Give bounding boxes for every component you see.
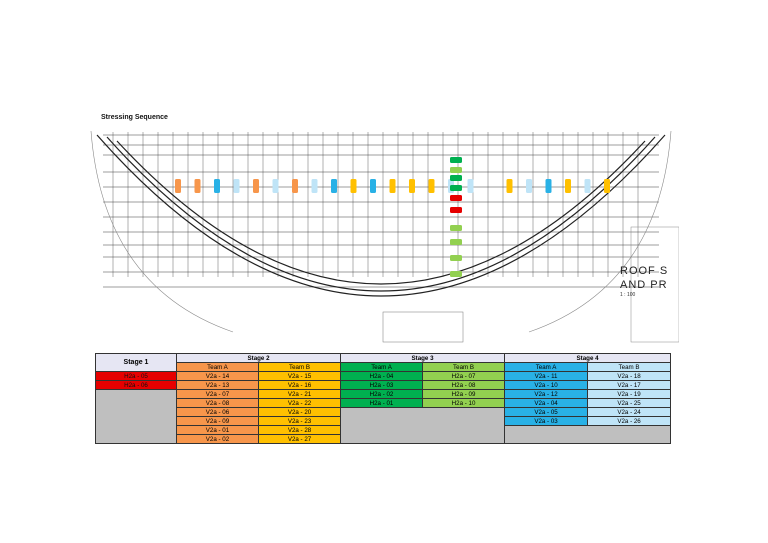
stage4-team-a-cell: V2a - 05	[504, 407, 589, 417]
stage4-header: Stage 4	[504, 353, 672, 363]
stage2-team-b-header: Team B	[257, 362, 342, 372]
stage3-empty	[340, 407, 506, 444]
stage3-team-b-header: Team B	[422, 362, 506, 372]
tendon-marker	[584, 179, 591, 193]
stage3-team-b-cell: H2a - 07	[422, 371, 506, 381]
stage2-team-b-cell: V2a - 16	[257, 380, 342, 390]
tendon-marker	[545, 179, 552, 193]
tendon-marker	[428, 179, 435, 193]
horizontal-tendon-marker	[450, 175, 462, 181]
roof-label-line2: AND PR	[620, 279, 668, 291]
stage4-team-a-cell: V2a - 04	[504, 398, 589, 408]
stage3-header: Stage 3	[340, 353, 506, 363]
roof-perimeter-arcs	[90, 130, 679, 343]
stage4-team-b-cell: V2a - 18	[587, 371, 672, 381]
stage2-team-a-cell: V2a - 02	[176, 434, 259, 444]
roof-perimeter-arc	[106, 136, 656, 292]
roof-label-line1: ROOF S	[620, 265, 669, 277]
stressing-sequence-table: Stage 1 Stage 2 Stage 3 Stage 4 Team A Team B…	[95, 353, 672, 444]
tendon-marker	[175, 179, 181, 193]
horizontal-tendon-marker	[450, 239, 462, 245]
tendon-marker	[526, 179, 532, 193]
stage4-team-a-cell: V2a - 12	[504, 389, 589, 399]
tendon-marker	[467, 179, 474, 193]
stage4-team-b-cell: V2a - 19	[587, 389, 672, 399]
stage2-team-a-cell: V2a - 14	[176, 371, 259, 381]
stage2-team-a-cell: V2a - 09	[176, 416, 259, 426]
stage2-team-b-cell: V2a - 22	[257, 398, 342, 408]
outer-boundary-arc	[90, 130, 234, 333]
roof-scale: 1 : 100	[620, 292, 636, 298]
tendon-marker	[565, 179, 571, 193]
stage2-team-b-cell: V2a - 23	[257, 416, 342, 426]
horizontal-tendon-marker	[450, 167, 462, 173]
stage2-team-b-cell: V2a - 27	[257, 434, 342, 444]
stage3-team-b-cell: H2a - 10	[422, 398, 506, 408]
stage2-team-a-cell: V2a - 01	[176, 425, 259, 435]
stage2-team-b-cell: V2a - 28	[257, 425, 342, 435]
stage3-team-a-cell: H2a - 01	[340, 398, 424, 408]
stage4-team-a-cell: V2a - 03	[504, 416, 589, 426]
tendon-marker	[409, 179, 415, 193]
stage3-team-a-header: Team A	[340, 362, 424, 372]
tendon-marker	[506, 179, 513, 193]
outer-boundary-arc	[528, 130, 672, 333]
stage2-team-a-cell: V2a - 06	[176, 407, 259, 417]
tendon-marker	[604, 179, 610, 193]
stage1-cell: H2a - 05	[95, 371, 177, 381]
entrance-block	[382, 311, 464, 343]
stage4-team-a-cell: V2a - 10	[504, 380, 589, 390]
roof-perimeter-arc	[96, 134, 666, 297]
roof-perimeter-arc	[116, 140, 646, 285]
stage4-team-a-header: Team A	[504, 362, 589, 372]
tendon-marker	[253, 179, 259, 193]
stage4-team-b-cell: V2a - 24	[587, 407, 672, 417]
tendon-marker	[311, 179, 318, 193]
stage3-team-b-cell: H2a - 08	[422, 380, 506, 390]
horizontal-tendon-marker	[450, 185, 462, 191]
horizontal-tendon-marker	[450, 195, 462, 201]
adjacent-structure	[630, 226, 679, 343]
horizontal-tendon-marker	[450, 271, 462, 277]
stage3-team-b-cell: H2a - 09	[422, 389, 506, 399]
stage2-team-a-cell: V2a - 13	[176, 380, 259, 390]
stage2-team-a-cell: V2a - 08	[176, 398, 259, 408]
stage2-team-b-cell: V2a - 20	[257, 407, 342, 417]
horizontal-tendon-marker	[450, 255, 462, 261]
tendon-marker	[370, 179, 376, 193]
stage1-header: Stage 1	[95, 353, 177, 372]
page-title: Stressing Sequence	[101, 114, 168, 121]
stage2-team-b-cell: V2a - 21	[257, 389, 342, 399]
stage1-cell: H2a - 06	[95, 380, 177, 390]
stage4-team-b-cell: V2a - 25	[587, 398, 672, 408]
tendon-marker	[194, 179, 201, 193]
horizontal-tendon-marker	[450, 225, 462, 231]
stage2-team-a-header: Team A	[176, 362, 259, 372]
tendon-marker	[331, 179, 337, 193]
stage3-team-a-cell: H2a - 03	[340, 380, 424, 390]
stage4-team-b-cell: V2a - 26	[587, 416, 672, 426]
stage4-team-a-cell: V2a - 11	[504, 371, 589, 381]
stage2-team-a-cell: V2a - 07	[176, 389, 259, 399]
tendon-marker	[389, 179, 396, 193]
structural-grid	[103, 132, 659, 288]
tendon-marker	[292, 179, 298, 193]
horizontal-tendon-marker	[450, 157, 462, 163]
tendon-marker	[350, 179, 357, 193]
stage2-team-b-cell: V2a - 15	[257, 371, 342, 381]
tendon-marker	[214, 179, 220, 193]
stage3-team-a-cell: H2a - 02	[340, 389, 424, 399]
stage1-empty	[95, 389, 177, 444]
stage2-header: Stage 2	[175, 353, 342, 363]
horizontal-tendon-marker	[450, 207, 462, 213]
tendon-marker	[272, 179, 279, 193]
stage4-empty	[504, 425, 672, 444]
stage4-team-b-cell: V2a - 17	[587, 380, 672, 390]
stage4-team-b-header: Team B	[587, 362, 672, 372]
roof-plan-drawing	[90, 130, 679, 343]
stage3-team-a-cell: H2a - 04	[340, 371, 424, 381]
tendon-marker	[233, 179, 240, 193]
tendon-markers	[175, 157, 610, 277]
